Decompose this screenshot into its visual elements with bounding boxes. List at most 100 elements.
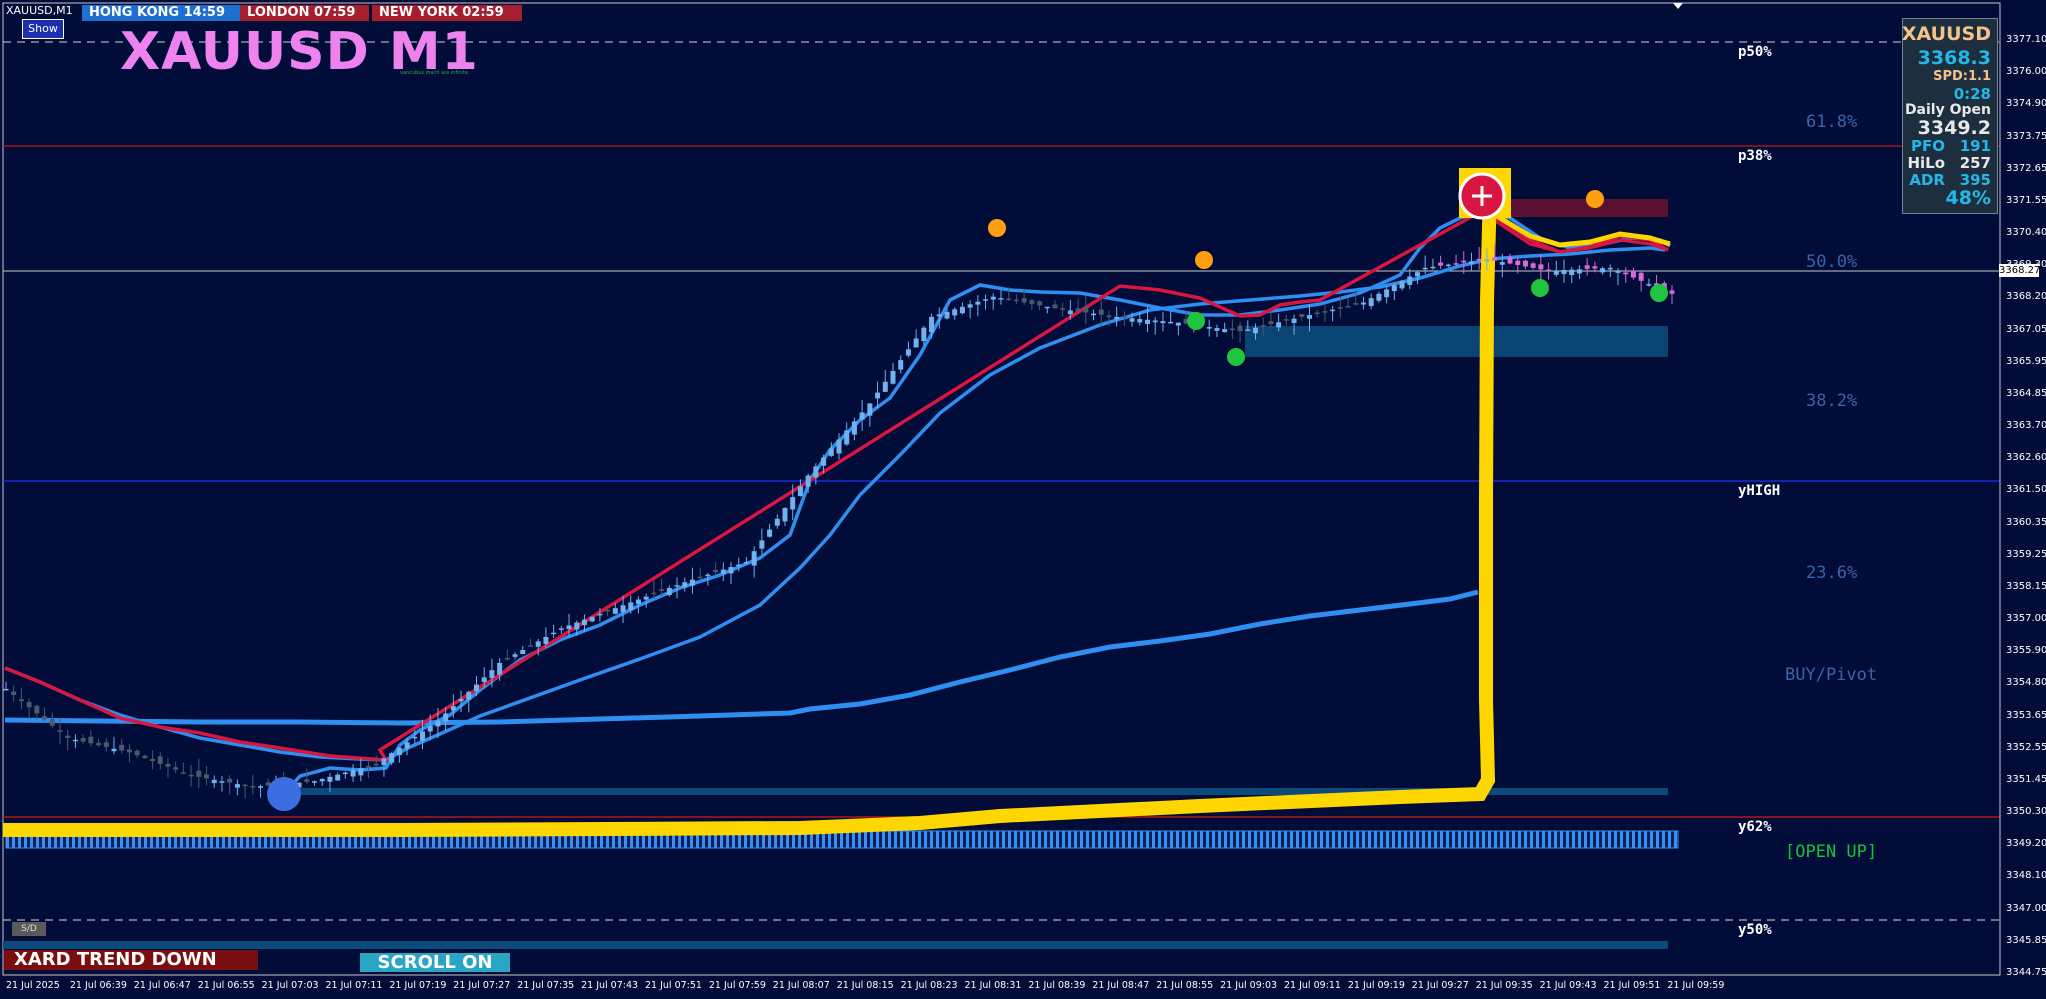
y-tick-label: 3365.95 — [2006, 355, 2046, 367]
y-tick-label: 3357.00 — [2006, 613, 2046, 625]
scroll-button[interactable]: SCROLL ON — [360, 953, 510, 972]
candle-body — [165, 763, 171, 767]
candle-body — [134, 750, 140, 756]
info-pfo-label: PFO — [1911, 137, 1945, 155]
candle-body — [473, 684, 479, 692]
candle-body — [898, 360, 904, 370]
candle-body — [635, 599, 641, 604]
candle-body — [1384, 289, 1390, 298]
label-p38: p38% — [1738, 148, 1772, 164]
candle-body — [1445, 264, 1451, 267]
candle-body — [1407, 276, 1413, 285]
candle-body — [682, 582, 688, 588]
candle-body — [481, 677, 487, 683]
candle-body — [180, 772, 186, 774]
candle-body — [342, 772, 348, 775]
y-tick-label: 3358.15 — [2006, 580, 2046, 592]
y-tick-label: 3373.75 — [2006, 130, 2046, 142]
candle-body — [929, 316, 935, 333]
candle-body — [1083, 306, 1089, 313]
candle-body — [234, 784, 240, 788]
candle-body — [1530, 263, 1536, 268]
orange-dot-2 — [1195, 251, 1213, 269]
current-price-tag: 3368.27 — [1999, 264, 2041, 277]
demand-zone-upper — [1245, 326, 1668, 357]
info-pfo: 191 — [1959, 137, 1991, 155]
candle-body — [882, 381, 888, 392]
y-tick-label: 3347.00 — [2006, 902, 2046, 914]
candle-body — [1268, 321, 1274, 325]
candle-body — [1646, 284, 1652, 286]
x-tick-label: 21 Jul 09:35 — [1475, 980, 1533, 991]
candle-body — [11, 691, 17, 696]
info-symbol: XAUUSD — [1901, 23, 1991, 45]
candle-body — [705, 574, 711, 577]
candle-body — [1253, 327, 1258, 334]
candle-body — [381, 758, 387, 766]
candle-body — [1044, 306, 1050, 309]
ma-slow-blue — [4, 589, 1479, 726]
candle-body — [535, 641, 541, 647]
candle-body — [581, 619, 587, 626]
x-tick-label: 21 Jul 09:51 — [1603, 980, 1661, 991]
candle-body — [1175, 322, 1181, 326]
candle-body — [1391, 285, 1397, 292]
candle-body — [1214, 328, 1220, 331]
candle-body — [319, 779, 325, 782]
y-tick-label: 3359.25 — [2006, 548, 2046, 560]
candle-body — [366, 765, 372, 768]
info-adr-label: ADR — [1909, 171, 1945, 189]
supply-zone — [1507, 199, 1668, 217]
candle-body — [1145, 319, 1151, 325]
x-tick-label: 21 Jul 06:55 — [197, 980, 255, 991]
candle-body — [1576, 269, 1582, 274]
candle-body — [767, 529, 773, 537]
x-tick-label: 21 Jul 07:59 — [708, 980, 766, 991]
candle-body — [612, 608, 618, 614]
candle-body — [242, 784, 248, 787]
candle-body — [1522, 260, 1528, 267]
info-spread: SPD:1.1 — [1933, 69, 1991, 84]
candle-body — [227, 778, 233, 783]
fib-618-label: 61.8% — [1806, 112, 1858, 132]
candle-body — [913, 338, 919, 348]
candle-body — [1453, 263, 1459, 265]
sd-button[interactable]: S/D — [12, 922, 46, 936]
fib-50-label: 50.0% — [1806, 252, 1858, 272]
candle-body — [743, 562, 749, 564]
candle-body — [666, 587, 672, 596]
candle-body — [1091, 313, 1097, 316]
candle-body — [805, 475, 811, 487]
candle-body — [597, 613, 603, 616]
candle-body — [736, 564, 742, 567]
candle-body — [335, 774, 341, 781]
candle-body — [1229, 328, 1235, 331]
y-tick-label: 3368.20 — [2006, 291, 2046, 303]
candle-body — [574, 622, 580, 630]
info-adr: 395 — [1959, 171, 1991, 189]
candle-body — [867, 403, 873, 416]
candle-body — [1314, 312, 1320, 314]
candle-body — [1137, 319, 1143, 323]
candle-body — [1345, 305, 1351, 308]
candle-body — [1037, 301, 1043, 306]
candle-body — [258, 786, 264, 788]
candle-body — [1114, 316, 1120, 320]
shift-marker-icon — [1673, 3, 1683, 9]
candle-body — [1337, 307, 1343, 309]
x-tick-label: 21 Jul 07:43 — [581, 980, 639, 991]
candle-body — [296, 782, 302, 788]
candle-body — [111, 748, 117, 752]
candle-body — [520, 649, 526, 655]
candle-series — [3, 244, 1675, 799]
candle-body — [689, 579, 695, 586]
y-tick-label: 3351.45 — [2006, 773, 2046, 785]
candle-body — [49, 718, 55, 726]
candle-body — [1546, 269, 1552, 272]
candle-body — [1561, 270, 1567, 275]
candle-body — [1291, 318, 1297, 324]
candle-body — [157, 756, 163, 764]
show-button[interactable]: Show — [22, 19, 64, 39]
